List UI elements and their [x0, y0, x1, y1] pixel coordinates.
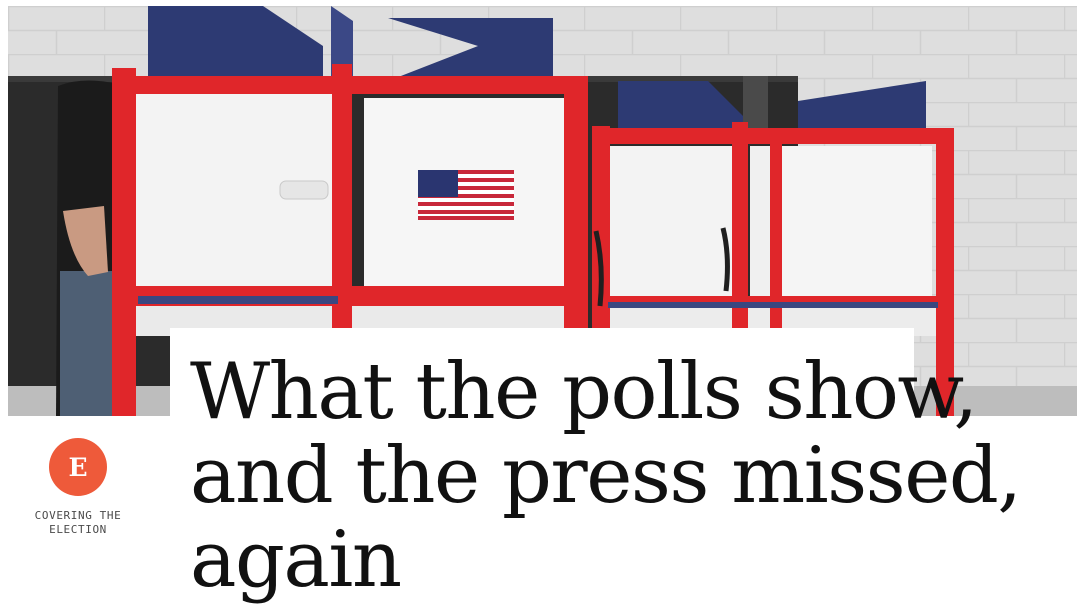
headline-card: What the polls show, and the press misse… [170, 328, 1022, 605]
section-label-line2: ELECTION [49, 523, 107, 536]
section-label-line1: COVERING THE [34, 509, 122, 522]
headline-line-1: What the polls show, [190, 347, 978, 437]
american-flag [418, 170, 514, 220]
headline-line-3: again [190, 515, 402, 605]
section-badge[interactable]: E [49, 438, 107, 496]
section-tag[interactable]: E COVERING THE ELECTION [22, 438, 134, 537]
section-label[interactable]: COVERING THE ELECTION [22, 509, 134, 537]
article-headline: What the polls show, and the press misse… [190, 347, 1022, 605]
voting-booth-left [112, 6, 588, 416]
headline-line-2: and the press missed, [190, 431, 1022, 521]
voter-figure [56, 80, 120, 416]
section-badge-letter: E [68, 452, 88, 482]
